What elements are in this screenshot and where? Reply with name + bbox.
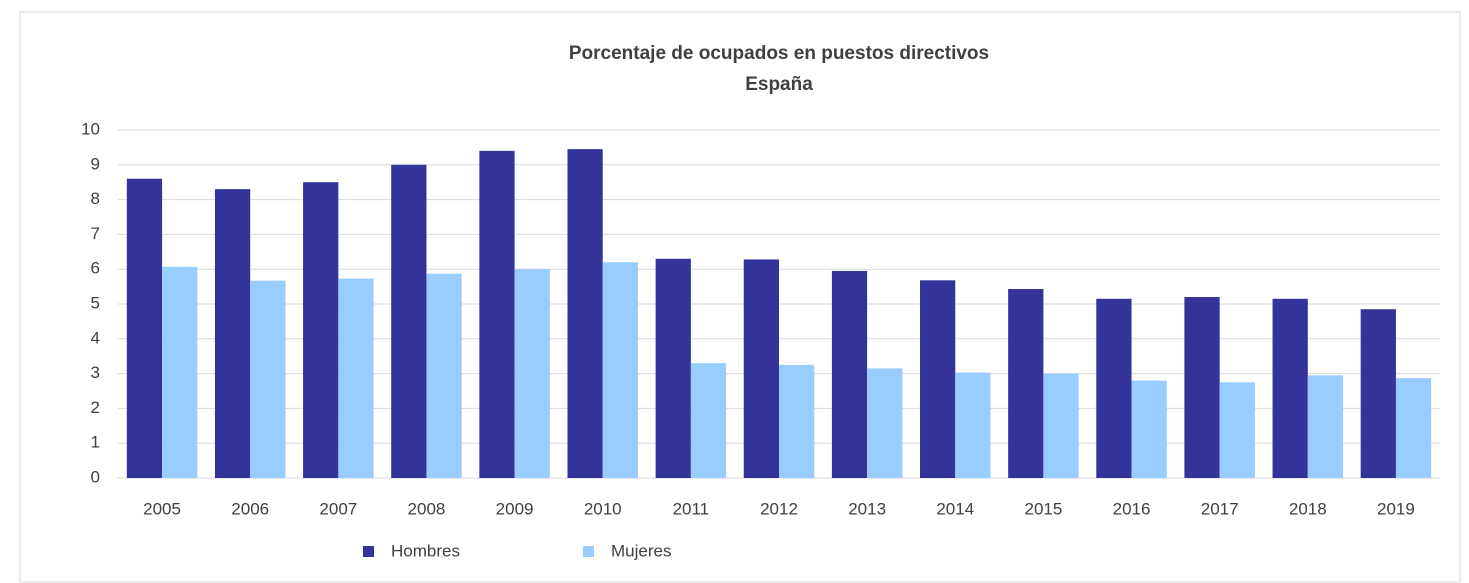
- x-tick-label: 2009: [496, 499, 534, 518]
- bar: [126, 178, 163, 478]
- bar: [743, 259, 779, 478]
- bar: [1395, 378, 1432, 478]
- y-tick-label: 9: [91, 154, 100, 173]
- bar: [1307, 375, 1344, 478]
- x-tick-label: 2017: [1201, 499, 1239, 518]
- legend-label: Hombres: [391, 541, 460, 560]
- y-tick-label: 10: [81, 119, 100, 138]
- y-tick-label: 5: [91, 293, 100, 312]
- bar: [250, 280, 286, 478]
- bar: [1184, 297, 1220, 478]
- y-tick-label: 8: [91, 189, 100, 208]
- chart-subtitle: España: [745, 74, 813, 95]
- y-tick-label: 0: [91, 467, 100, 486]
- legend-swatch: [363, 546, 374, 557]
- chart-title: Porcentaje de ocupados en puestos direct…: [569, 43, 989, 64]
- x-tick-label: 2010: [584, 499, 622, 518]
- bar: [602, 262, 638, 478]
- bar: [1008, 289, 1044, 478]
- bar: [1096, 298, 1132, 478]
- x-tick-label: 2012: [760, 499, 798, 518]
- bar: [779, 364, 815, 478]
- bar: [479, 150, 515, 478]
- legend-label: Mujeres: [611, 541, 671, 560]
- x-tick-label: 2007: [319, 499, 357, 518]
- y-tick-label: 3: [91, 363, 100, 382]
- bar: [162, 266, 198, 478]
- legend-swatch: [583, 546, 594, 557]
- x-tick-label: 2005: [143, 499, 181, 518]
- x-tick-label: 2013: [848, 499, 886, 518]
- bar: [1131, 380, 1167, 478]
- bar: [338, 278, 374, 478]
- y-tick-label: 2: [91, 398, 100, 417]
- x-tick-label: 2016: [1113, 499, 1151, 518]
- bar: [955, 372, 991, 478]
- bar: [831, 270, 868, 478]
- bar: [567, 149, 603, 478]
- bar: [920, 280, 956, 478]
- x-tick-label: 2011: [673, 499, 710, 518]
- bar: [214, 189, 251, 478]
- bar: [303, 182, 339, 478]
- x-tick-label: 2014: [936, 499, 974, 518]
- y-tick-label: 7: [91, 224, 100, 243]
- bar: [514, 269, 550, 478]
- bar: [1272, 298, 1308, 478]
- x-tick-label: 2018: [1289, 499, 1327, 518]
- bar: [1219, 382, 1255, 478]
- x-tick-label: 2019: [1377, 499, 1415, 518]
- bar: [655, 258, 691, 478]
- bar: [391, 164, 427, 479]
- bar: [1360, 309, 1396, 478]
- y-tick-label: 4: [91, 328, 100, 347]
- y-tick-label: 1: [91, 433, 100, 452]
- bar: [1043, 373, 1079, 478]
- x-tick-label: 2015: [1024, 499, 1062, 518]
- x-tick-label: 2008: [408, 499, 446, 518]
- y-tick-label: 6: [91, 259, 100, 278]
- x-tick-label: 2006: [231, 499, 269, 518]
- bar: [867, 368, 903, 478]
- bar: [426, 273, 462, 478]
- bar: [690, 363, 727, 478]
